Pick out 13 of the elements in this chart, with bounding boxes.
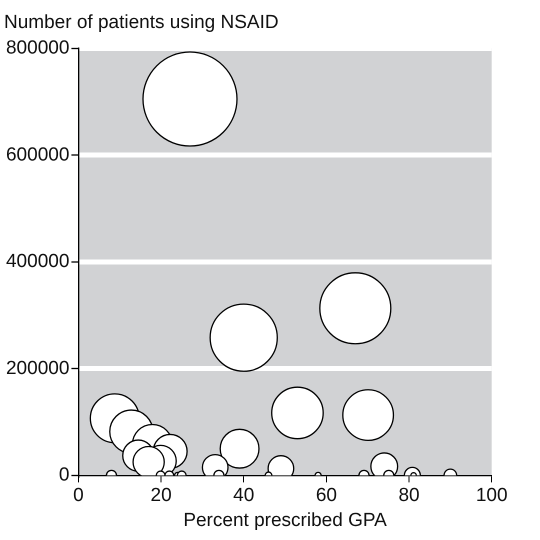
y-tick-label: 600000: [6, 144, 70, 166]
x-tick-label: 80: [398, 485, 420, 506]
x-tick-label: 60: [316, 485, 337, 506]
x-tick-label: 100: [476, 485, 508, 506]
y-axis-title: Number of patients using NSAID: [4, 12, 279, 34]
x-tick-label: 0: [73, 485, 84, 506]
x-tick-label: 40: [233, 485, 254, 506]
y-tick-label: 800000: [6, 38, 70, 59]
x-axis-title: Percent prescribed GPA: [183, 510, 388, 531]
y-tick-label: 200000: [6, 358, 70, 379]
y-tick-label: 400000: [6, 251, 70, 272]
x-tick-label: 20: [150, 485, 172, 506]
y-tick-label: 0: [58, 464, 70, 486]
